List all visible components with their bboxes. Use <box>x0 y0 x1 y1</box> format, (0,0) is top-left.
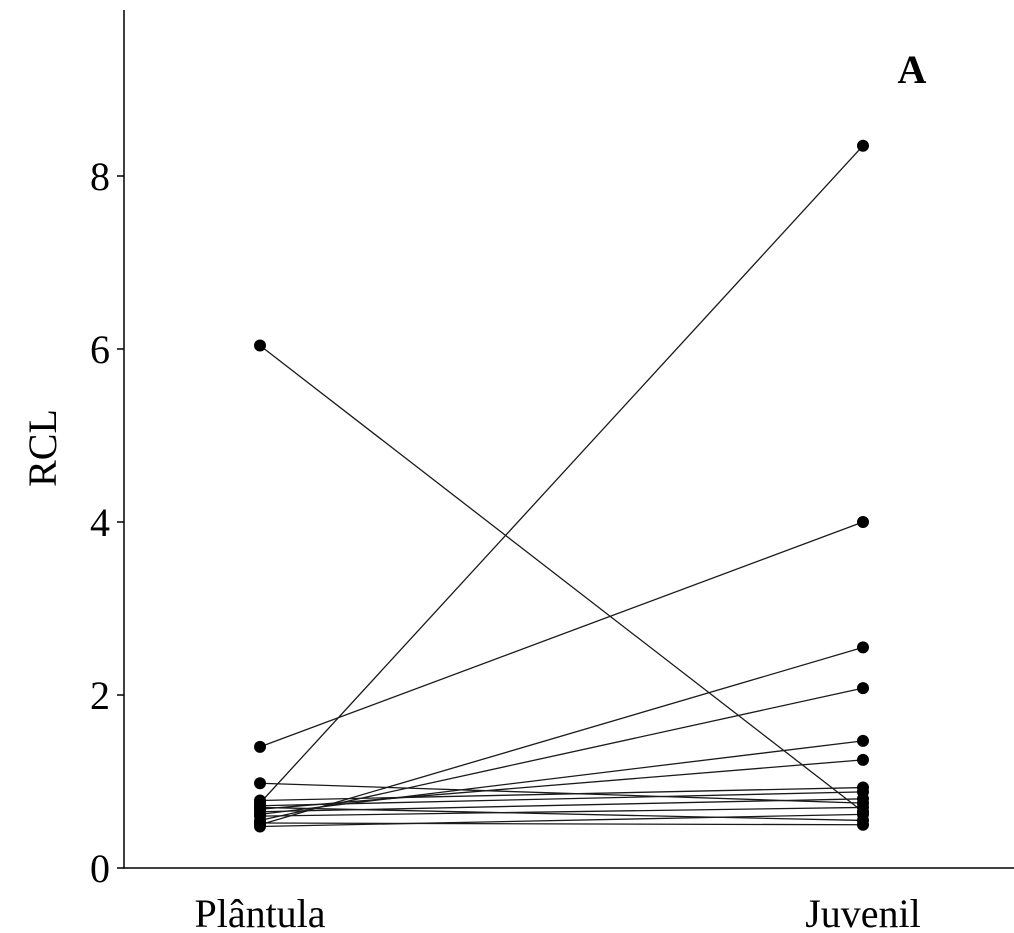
data-point <box>857 792 869 805</box>
x-ticks: Plântula Juvenil <box>194 891 920 933</box>
data-point <box>857 753 869 766</box>
y-tick-label: 0 <box>90 846 110 891</box>
series-6 <box>254 734 869 821</box>
series-line <box>259 740 864 816</box>
y-tick-label: 4 <box>90 500 110 545</box>
series-2 <box>254 139 869 810</box>
data-point <box>857 516 869 528</box>
series-line <box>259 791 864 807</box>
y-axis-label: RCL <box>20 409 65 487</box>
y-ticks: 0 2 4 6 8 <box>90 154 124 891</box>
series-line <box>259 345 864 813</box>
y-tick-label: 6 <box>90 327 110 372</box>
series-1 <box>254 339 869 818</box>
y-tick-label: 2 <box>90 673 110 718</box>
series-15 <box>254 808 869 833</box>
data-point <box>857 641 869 654</box>
data-point <box>254 339 266 352</box>
series-line <box>259 786 864 802</box>
y-tick-label: 8 <box>90 154 110 199</box>
series-line <box>259 145 864 804</box>
data-point <box>254 740 266 753</box>
series-line <box>259 782 864 804</box>
data-point <box>857 139 869 152</box>
series-3 <box>254 516 869 753</box>
data-point <box>857 734 869 747</box>
data-point <box>857 682 869 695</box>
panel-label: A <box>898 47 927 92</box>
series-line <box>259 759 864 810</box>
x-tick-label: Juvenil <box>805 891 921 933</box>
series-line <box>259 646 864 826</box>
x-tick-label: Plântula <box>194 891 325 933</box>
data-point <box>857 818 869 831</box>
series-line <box>259 806 864 817</box>
series-layer <box>254 139 869 833</box>
data-point <box>254 777 266 790</box>
series-line <box>259 813 864 828</box>
series-line <box>259 798 864 813</box>
series-7 <box>254 753 869 816</box>
data-point <box>857 808 869 821</box>
data-point <box>254 820 266 833</box>
series-line <box>259 521 864 748</box>
series-line <box>259 822 864 826</box>
